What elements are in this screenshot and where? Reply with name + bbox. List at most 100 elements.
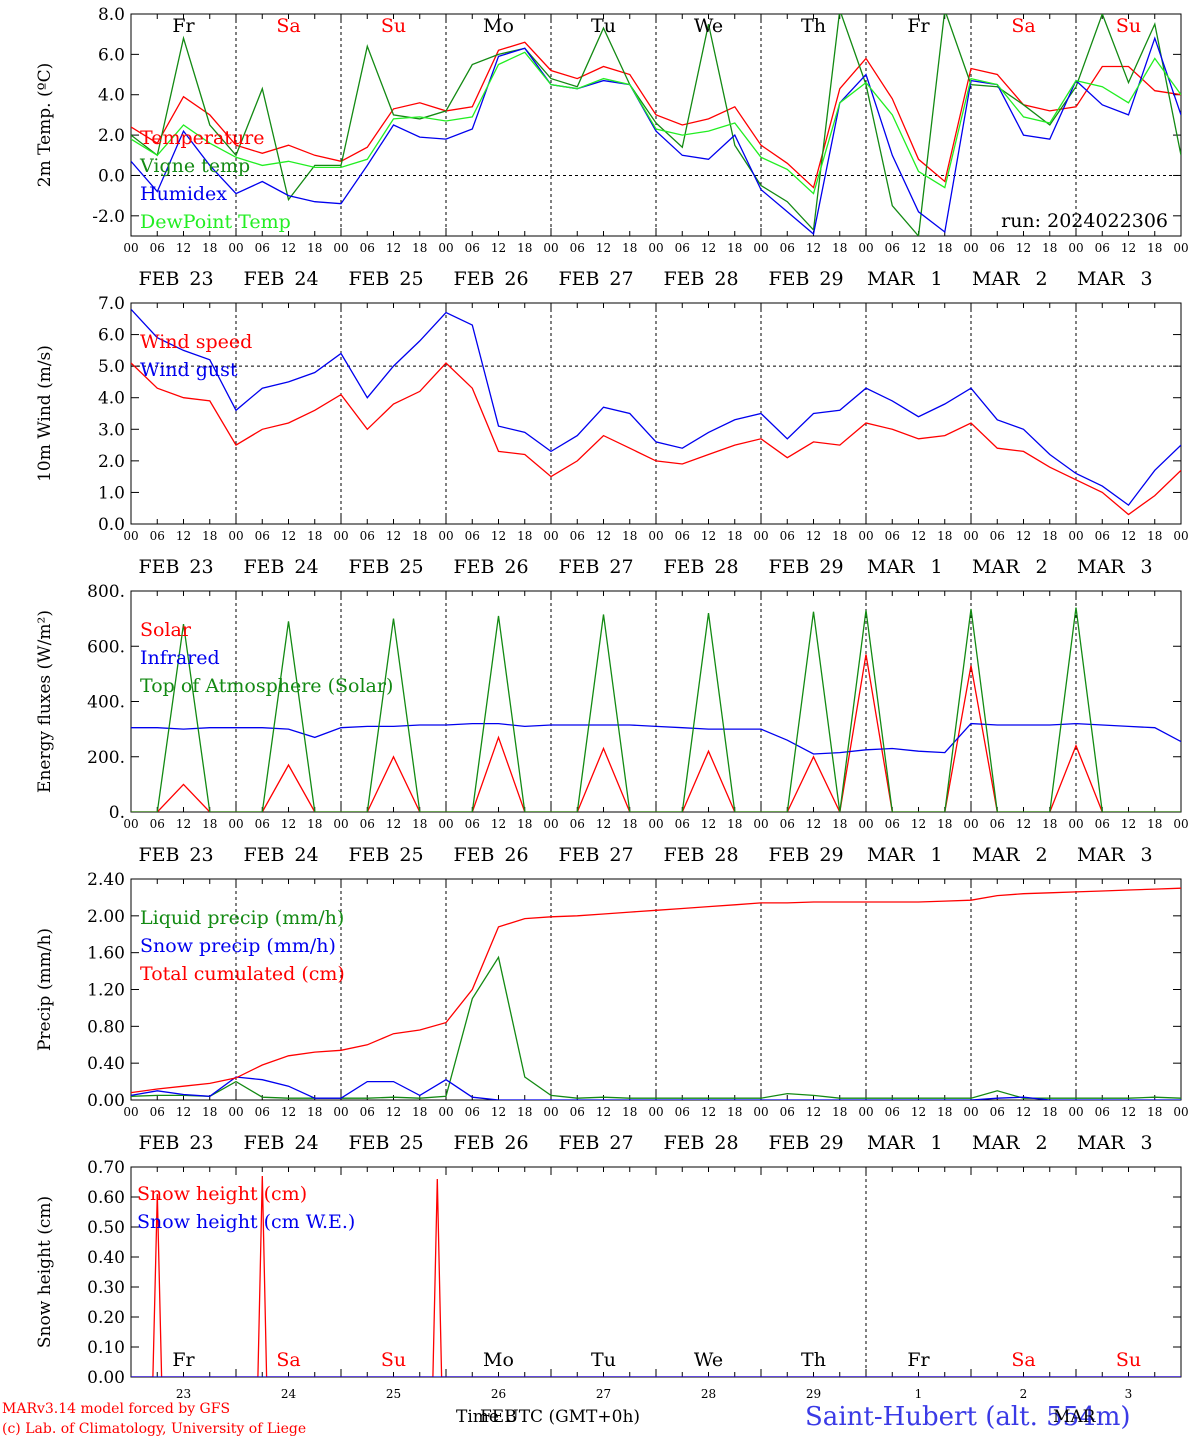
hour-tick-label: 12	[911, 241, 926, 255]
date-month-label: MAR	[867, 1132, 915, 1154]
date-day-label: 1	[930, 844, 942, 866]
date-day-label: 29	[819, 556, 843, 578]
hour-tick-label: 06	[675, 1105, 690, 1119]
date-month-label: FEB	[348, 844, 389, 866]
hour-tick-label: 06	[885, 817, 900, 831]
weekday-label: Tu	[591, 1349, 616, 1371]
date-day-label: 3	[1140, 844, 1152, 866]
hour-tick-label: 00	[333, 817, 348, 831]
station-label: Saint-Hubert (alt. 554m)	[805, 1402, 1131, 1432]
date-day-label: 28	[714, 844, 738, 866]
hour-tick-label: 06	[150, 1105, 165, 1119]
hour-tick-label: 00	[1068, 1105, 1083, 1119]
weekday-label: Sa	[1011, 1349, 1035, 1371]
hour-tick-label: 06	[990, 529, 1005, 543]
day-number-label: 23	[176, 1387, 191, 1401]
date-month-label: FEB	[138, 268, 179, 290]
hour-tick-label: 00	[333, 241, 348, 255]
date-day-label: 1	[930, 268, 942, 290]
hour-tick-label: 00	[543, 1105, 558, 1119]
hour-tick-label: 00	[228, 817, 243, 831]
date-month-label: MAR	[972, 1132, 1020, 1154]
hour-tick-label: 00	[858, 817, 873, 831]
hour-tick-label: 12	[1016, 1105, 1031, 1119]
hour-tick-label: 12	[596, 1105, 611, 1119]
hour-tick-label: 18	[727, 241, 742, 255]
date-day-label: 24	[294, 844, 318, 866]
hour-tick-label: 12	[701, 529, 716, 543]
date-day-label: 2	[1035, 556, 1047, 578]
hour-tick-label: 06	[255, 1105, 270, 1119]
date-day-label: 26	[504, 1132, 528, 1154]
date-day-label: 25	[399, 1132, 423, 1154]
y-tick-label: 0.0	[98, 166, 125, 186]
date-day-label: 26	[504, 556, 528, 578]
legend-entry: Snow height (cm W.E.)	[137, 1211, 355, 1233]
y-tick-label: 0.40	[87, 1248, 125, 1268]
hour-tick-label: 00	[543, 817, 558, 831]
hour-tick-label: 18	[1042, 1105, 1057, 1119]
hour-tick-label: 18	[307, 529, 322, 543]
y-tick-label: 600.	[87, 637, 125, 657]
y-tick-label: 1.0	[98, 483, 125, 503]
hour-tick-label: 12	[176, 241, 191, 255]
weekday-label: Sa	[276, 1349, 300, 1371]
hour-tick-label: 06	[1095, 817, 1110, 831]
hour-tick-label: 18	[517, 241, 532, 255]
y-tick-label: 2.40	[87, 870, 125, 890]
weekday-label: Sa	[1011, 15, 1035, 37]
date-month-label: FEB	[768, 556, 809, 578]
series-line	[131, 362, 1181, 516]
panel-4: 2.40 2.00 1.60 1.20 0.80 0.40 0.00 Precip (mm/h…	[35, 870, 1189, 1154]
hour-tick-label: 12	[806, 241, 821, 255]
date-day-label: 2	[1035, 268, 1047, 290]
weekday-label: Su	[1116, 15, 1141, 37]
weekday-label: Fr	[907, 1349, 930, 1371]
hour-tick-label: 00	[963, 529, 978, 543]
hour-tick-label: 18	[307, 241, 322, 255]
series-line	[131, 607, 1181, 812]
hour-tick-label: 12	[1121, 241, 1136, 255]
weekday-label: Th	[801, 1349, 826, 1371]
day-number-label: 27	[596, 1387, 611, 1401]
hour-tick-label: 18	[832, 817, 847, 831]
y-tick-label: 6.0	[98, 45, 125, 65]
y-axis-label: Precip (mm/h)	[35, 928, 55, 1051]
hour-tick-label: 00	[963, 1105, 978, 1119]
weekday-label: Mo	[483, 15, 514, 37]
hour-tick-label: 06	[885, 529, 900, 543]
date-month-label: FEB	[138, 844, 179, 866]
hour-tick-label: 18	[1147, 1105, 1162, 1119]
date-day-label: 3	[1140, 556, 1152, 578]
day-number-label: 28	[701, 1387, 716, 1401]
day-number-label: 2	[1020, 1387, 1028, 1401]
date-month-label: FEB	[348, 268, 389, 290]
hour-tick-label: 12	[281, 529, 296, 543]
date-month-label: MAR	[1077, 556, 1125, 578]
date-month-label: FEB	[453, 556, 494, 578]
date-month-label: FEB	[768, 268, 809, 290]
hour-tick-label: 18	[202, 1105, 217, 1119]
weekday-label: Su	[381, 1349, 406, 1371]
hour-tick-label: 06	[570, 241, 585, 255]
y-tick-label: 5.0	[98, 357, 125, 377]
y-tick-label: 2.00	[87, 907, 125, 927]
hour-tick-label: 18	[412, 1105, 427, 1119]
y-tick-label: 4.0	[98, 389, 125, 409]
hour-tick-label: 00	[123, 1105, 138, 1119]
hour-tick-label: 06	[675, 817, 690, 831]
run-label: run: 2024022306	[1001, 210, 1168, 232]
legend-entry: Top of Atmosphere (Solar)	[140, 675, 393, 697]
hour-tick-label: 06	[780, 1105, 795, 1119]
y-tick-label: 0.60	[87, 1188, 125, 1208]
hour-tick-label: 00	[333, 1105, 348, 1119]
y-tick-label: 4.0	[98, 86, 125, 106]
series-line	[131, 14, 1181, 236]
hour-tick-label: 12	[701, 817, 716, 831]
hour-tick-label: 06	[885, 241, 900, 255]
hour-tick-label: 18	[202, 529, 217, 543]
date-month-label: FEB	[663, 268, 704, 290]
lab-credit: (c) Lab. of Climatology, University of L…	[2, 1421, 307, 1437]
hour-tick-label: 18	[412, 241, 427, 255]
hour-tick-label: 12	[596, 241, 611, 255]
